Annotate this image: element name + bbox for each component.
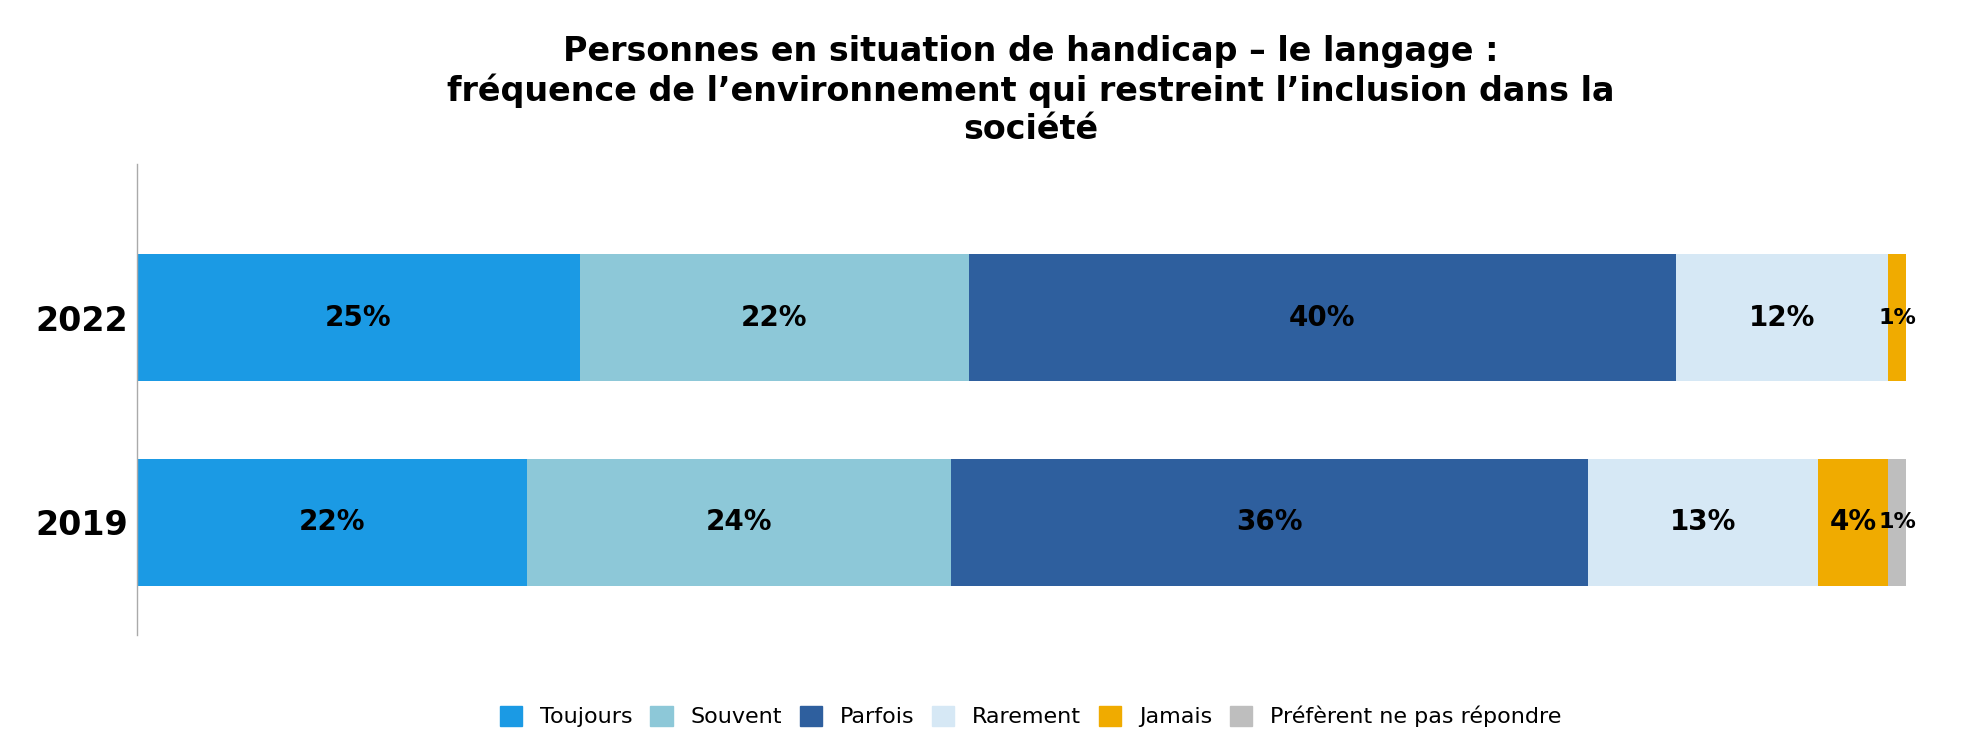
- Bar: [1888, 255, 1906, 381]
- Text: 13%: 13%: [1669, 509, 1735, 536]
- Text: 24%: 24%: [705, 509, 771, 536]
- Text: 36%: 36%: [1237, 509, 1303, 536]
- Bar: [1676, 255, 1888, 381]
- Title: Personnes en situation de handicap – le langage :
fréquence de l’environnement q: Personnes en situation de handicap – le …: [448, 35, 1614, 146]
- Text: 1%: 1%: [1879, 308, 1916, 328]
- Bar: [137, 255, 579, 381]
- Bar: [526, 459, 950, 586]
- Bar: [1588, 459, 1818, 586]
- Bar: [137, 459, 526, 586]
- Text: 12%: 12%: [1749, 304, 1816, 332]
- Bar: [950, 459, 1588, 586]
- Text: 22%: 22%: [298, 509, 365, 536]
- Text: 25%: 25%: [326, 304, 393, 332]
- Text: 22%: 22%: [740, 304, 807, 332]
- Legend: Toujours, Souvent, Parfois, Rarement, Jamais, Préfèrent ne pas répondre: Toujours, Souvent, Parfois, Rarement, Ja…: [501, 706, 1561, 728]
- Text: 40%: 40%: [1290, 304, 1356, 332]
- Bar: [968, 255, 1676, 381]
- Bar: [579, 255, 968, 381]
- Text: 1%: 1%: [1879, 512, 1916, 533]
- Bar: [1888, 459, 1906, 586]
- Text: 4%: 4%: [1830, 509, 1877, 536]
- Bar: [1818, 459, 1888, 586]
